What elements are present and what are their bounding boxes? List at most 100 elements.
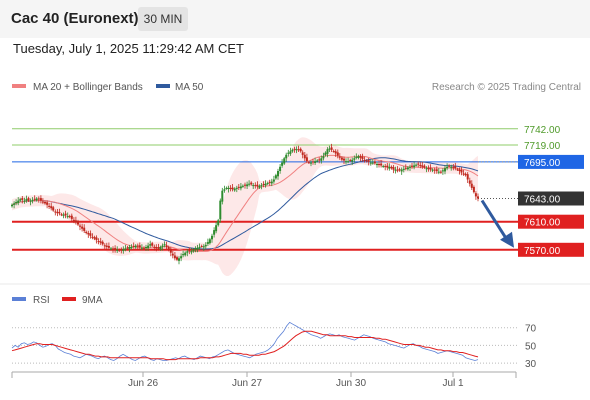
- level-label-text: 7570.00: [524, 246, 561, 257]
- candle-body: [303, 154, 306, 159]
- candle-body: [460, 170, 463, 173]
- bollinger-band-area: [12, 137, 478, 276]
- candle-body: [307, 162, 310, 164]
- candle-body: [347, 161, 350, 163]
- candle-body: [237, 186, 240, 188]
- x-tick-label: Jun 26: [128, 378, 158, 389]
- candle-body: [244, 184, 246, 186]
- candle-body: [332, 151, 335, 152]
- candle-body: [320, 158, 323, 161]
- candle-body: [93, 237, 96, 239]
- candle-body: [231, 187, 234, 190]
- candle-body: [260, 185, 263, 187]
- ma50-legend-swatch: [156, 84, 170, 88]
- candle-body: [176, 257, 178, 260]
- instrument-title: Cac 40 (Euronext): [11, 10, 139, 27]
- candle-body: [213, 230, 216, 235]
- candle-body: [367, 160, 370, 162]
- candle-body: [291, 149, 294, 152]
- candle-body: [223, 189, 226, 191]
- candle-body: [153, 246, 156, 248]
- candle-body: [336, 152, 339, 156]
- credit-text: Research © 2025 Trading Central: [432, 82, 581, 93]
- candle-body: [202, 246, 205, 248]
- candle-body: [427, 168, 430, 170]
- candle-body: [83, 227, 86, 231]
- candle-body: [235, 187, 238, 189]
- candle-body: [151, 243, 154, 246]
- candle-body: [417, 163, 420, 165]
- candle-body: [258, 185, 261, 188]
- candle-body: [293, 148, 296, 150]
- candle-body: [355, 156, 358, 158]
- candle-body: [421, 165, 424, 167]
- candle-body: [431, 169, 434, 171]
- candle-body: [227, 187, 230, 189]
- price-candles: [11, 143, 479, 265]
- candle-body: [301, 152, 304, 155]
- ma20-legend-swatch: [12, 84, 26, 88]
- candle-body: [312, 161, 314, 163]
- candle-body: [77, 221, 79, 225]
- candle-body: [163, 244, 166, 246]
- candle-body: [229, 187, 232, 189]
- candle-body: [272, 179, 275, 182]
- candle-body: [411, 165, 413, 167]
- candle-body: [217, 220, 220, 226]
- candle-body: [398, 169, 401, 171]
- x-tick-label: Jun 27: [232, 378, 262, 389]
- candle-body: [110, 248, 112, 250]
- candle-body: [330, 147, 333, 150]
- candle-body: [62, 214, 65, 216]
- candle-body: [452, 166, 455, 168]
- candle-body: [165, 245, 168, 248]
- candle-body: [326, 149, 329, 154]
- candle-body: [118, 249, 121, 251]
- candle-body: [281, 162, 284, 166]
- candle-body: [392, 167, 395, 170]
- candle-body: [262, 184, 265, 185]
- x-tick-label: Jul 1: [442, 378, 464, 389]
- x-tick-label: Jun 30: [336, 378, 366, 389]
- candle-body: [363, 160, 366, 162]
- candle-body: [322, 156, 325, 159]
- candle-body: [349, 160, 352, 162]
- candle-body: [221, 190, 224, 202]
- forecast-arrow-shaft: [480, 199, 509, 241]
- candle-body: [252, 185, 255, 187]
- candle-body: [25, 199, 28, 201]
- candle-body: [353, 158, 356, 160]
- candle-body: [338, 156, 341, 158]
- timeframe-badge[interactable]: 30 MIN: [138, 7, 188, 31]
- candle-body: [279, 166, 282, 171]
- candle-body: [52, 207, 55, 211]
- candle-body: [215, 225, 218, 232]
- candle-body: [373, 161, 376, 164]
- candle-body: [44, 202, 46, 204]
- candle-body: [376, 164, 378, 165]
- candle-body: [340, 157, 343, 160]
- candle-body: [11, 204, 13, 207]
- candle-body: [448, 165, 451, 167]
- candle-body: [50, 206, 53, 209]
- candle-body: [97, 241, 100, 242]
- candle-body: [369, 162, 372, 164]
- candle-body: [72, 219, 75, 221]
- candle-body: [477, 196, 479, 199]
- candle-body: [99, 241, 102, 243]
- level-label-text: 7695.00: [524, 158, 561, 169]
- candle-body: [299, 148, 302, 152]
- candle-body: [246, 184, 249, 187]
- candle-body: [64, 213, 67, 216]
- level-label-box: [518, 191, 584, 206]
- candle-body: [134, 245, 137, 248]
- report-datetime: Tuesday, July 1, 2025 11:29:42 AM CET: [13, 41, 244, 56]
- candle-body: [91, 236, 94, 238]
- candle-body: [37, 198, 40, 200]
- candle-body: [190, 251, 193, 253]
- candle-body: [41, 201, 44, 203]
- candle-body: [277, 171, 279, 177]
- candle-body: [256, 184, 259, 187]
- candle-body: [89, 233, 92, 236]
- candle-body: [225, 187, 228, 189]
